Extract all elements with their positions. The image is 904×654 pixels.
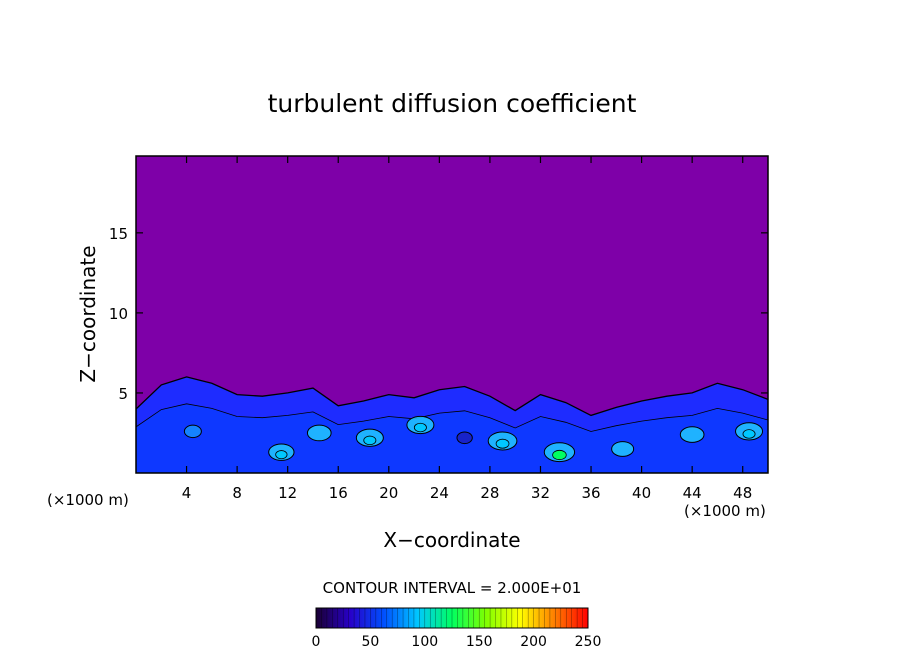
colorbar-tick-label: 50: [361, 634, 379, 650]
colorbar-ticks: 0 50 100 150 200 250: [312, 634, 602, 650]
x-tick-label: 40: [632, 484, 651, 502]
x-tick-label: 16: [329, 484, 348, 502]
x-tick-label: 20: [379, 484, 398, 502]
colorbar-tick-label: 0: [312, 634, 321, 650]
colorbar-tick-label: 150: [466, 634, 493, 650]
high-value-core: [495, 438, 510, 449]
colorbar-tick-label: 250: [575, 634, 602, 650]
high-value-cell: [183, 424, 202, 439]
x-unit-left: (×1000 m): [47, 491, 129, 509]
high-value-core: [552, 449, 567, 461]
colorbar: 0 50 100 150 200 250: [312, 607, 602, 650]
y-tick-label: 15: [109, 225, 128, 243]
colorbar-contour-lines: [315, 608, 589, 628]
colorbar-frame: [315, 607, 589, 629]
x-tick-label: 4: [182, 484, 192, 502]
high-value-cell: [611, 441, 635, 457]
y-axis-label: Z−coordinate: [76, 245, 100, 382]
colorbar-tick-label: 100: [411, 634, 438, 650]
high-value-core: [275, 450, 288, 460]
colorbar-tick-label: 200: [520, 634, 547, 650]
x-tick-label: 48: [733, 484, 752, 502]
x-tick-label: 12: [278, 484, 297, 502]
high-value-cell: [456, 431, 473, 445]
turbulent-layer: [136, 376, 768, 473]
contour-interval-label: CONTOUR INTERVAL = 2.000E+01: [323, 579, 582, 597]
x-unit-right: (×1000 m): [684, 502, 766, 520]
x-tick-label: 36: [581, 484, 600, 502]
high-value-core: [742, 429, 756, 439]
x-tick-label: 32: [531, 484, 550, 502]
high-value-cell: [679, 426, 705, 443]
high-value-cell: [306, 424, 332, 442]
plot-frame: [135, 155, 769, 474]
y-tick-label: 10: [109, 305, 128, 323]
high-value-core: [363, 435, 377, 446]
x-tick-label: 28: [480, 484, 499, 502]
x-axis: 4 8 12 16 20 24 28 32 36 40 44 48: [182, 156, 752, 502]
x-axis-label: X−coordinate: [383, 528, 520, 552]
x-tick-label: 44: [683, 484, 702, 502]
inner-contour-band: [136, 403, 768, 473]
x-tick-label: 24: [430, 484, 449, 502]
x-tick-label: 8: [232, 484, 242, 502]
y-tick-label: 5: [118, 385, 128, 403]
high-value-core: [413, 422, 427, 433]
y-axis: 5 10 15: [109, 225, 768, 403]
chart-title: turbulent diffusion coefficient: [268, 89, 637, 118]
